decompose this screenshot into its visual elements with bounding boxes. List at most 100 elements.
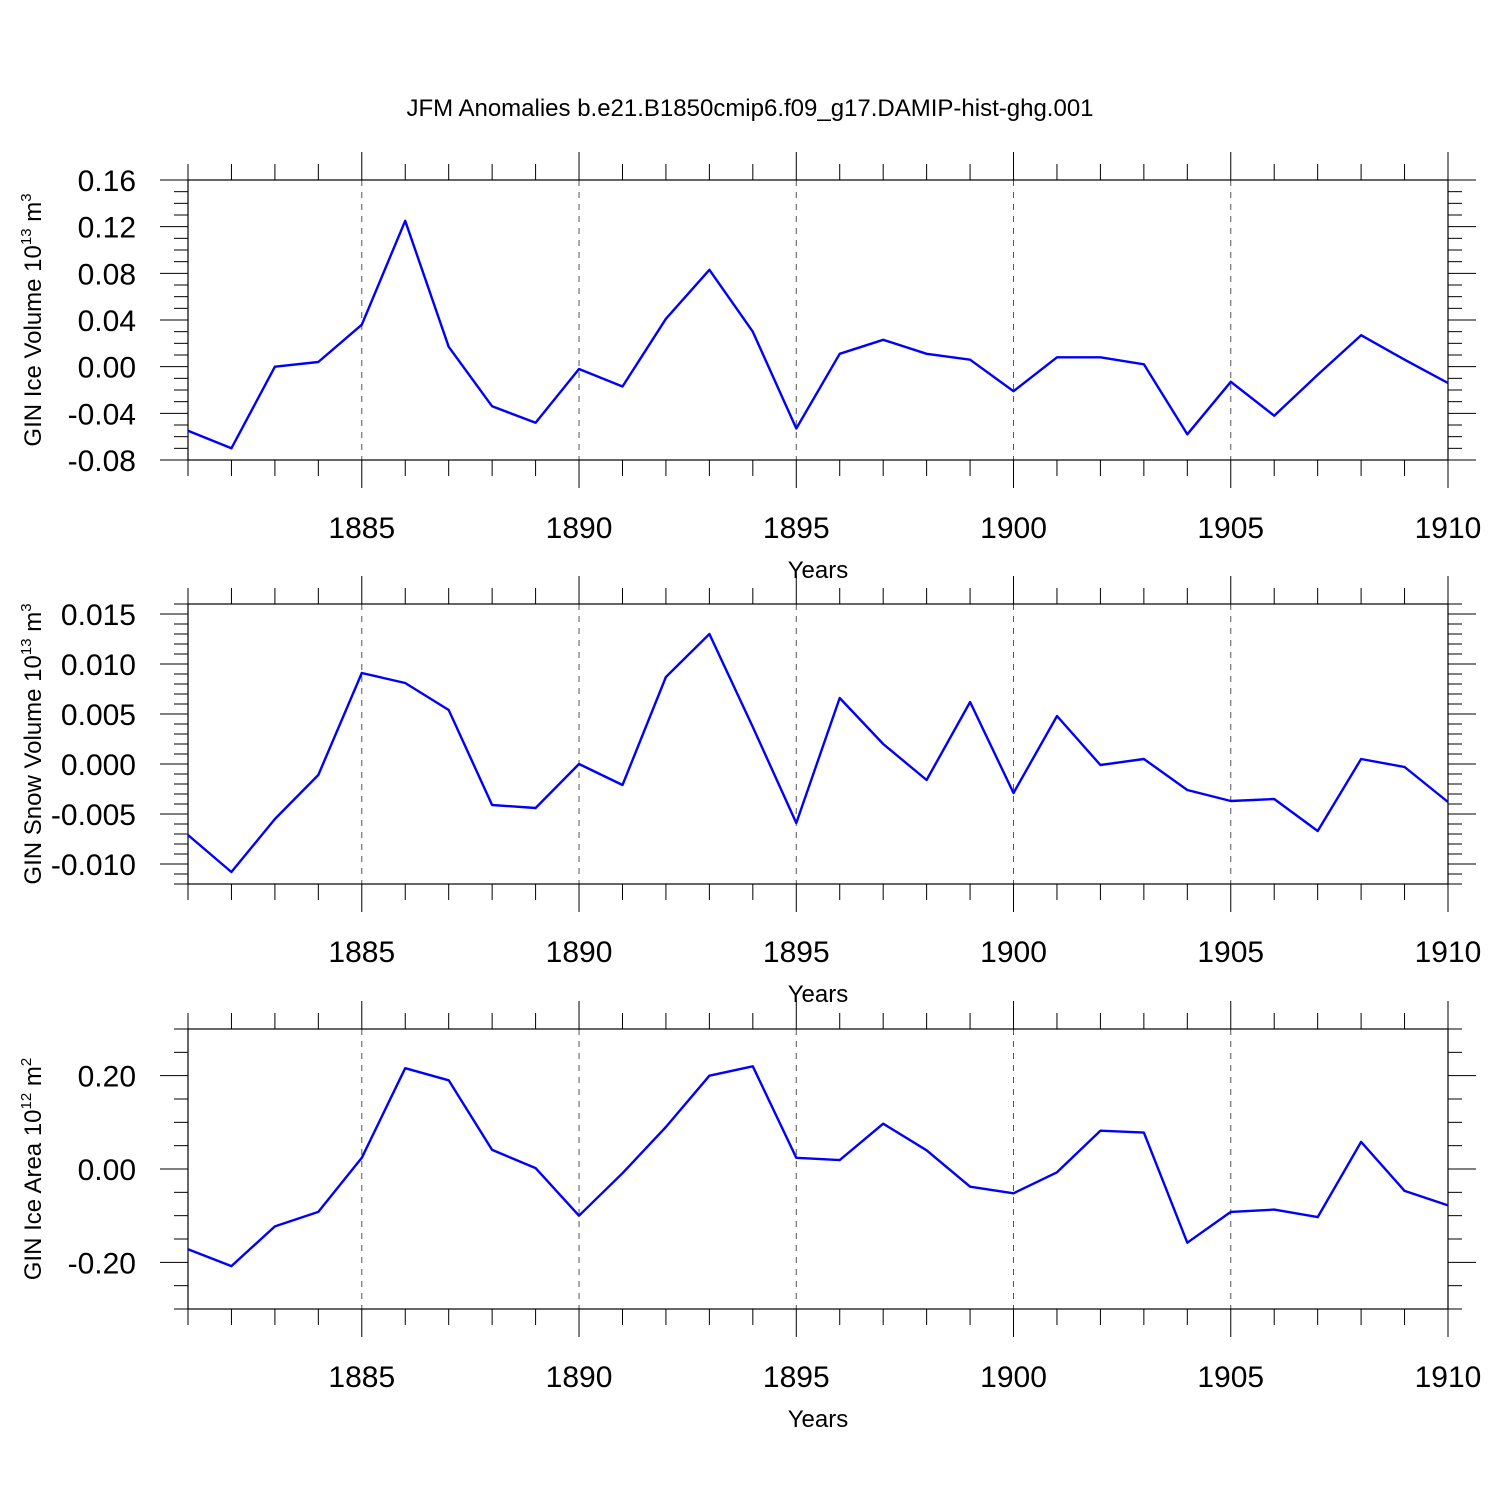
data-point bbox=[360, 1156, 364, 1160]
data-point bbox=[1012, 389, 1016, 393]
data-point bbox=[1055, 1170, 1059, 1174]
data-point bbox=[1316, 829, 1320, 833]
data-point bbox=[1403, 1189, 1407, 1193]
panel-ice-volume: -0.08 -0.04 0.00 0.04 0.08 0.12 0.16 1885 1890 18… bbox=[18, 152, 1481, 584]
data-point bbox=[186, 1247, 190, 1251]
data-point bbox=[1403, 358, 1407, 362]
x-tick-label: 1905 bbox=[1197, 512, 1264, 545]
data-point bbox=[1142, 1131, 1146, 1135]
data-point bbox=[1055, 355, 1059, 359]
y-tick-label: 0.005 bbox=[61, 699, 136, 732]
data-point bbox=[490, 404, 494, 408]
x-tick-label: 1910 bbox=[1415, 1361, 1482, 1394]
y-tick-label: -0.20 bbox=[68, 1247, 136, 1280]
series-line-ice-area bbox=[187, 1065, 1449, 1268]
plot-frame bbox=[187, 1028, 1449, 1310]
data-point bbox=[707, 268, 711, 272]
data-point bbox=[968, 700, 972, 704]
data-point bbox=[1272, 797, 1276, 801]
data-point bbox=[229, 1264, 233, 1268]
data-point bbox=[751, 330, 755, 334]
data-point bbox=[1142, 757, 1146, 761]
data-point bbox=[1272, 414, 1276, 418]
data-point bbox=[925, 352, 929, 356]
panel-ice-area: -0.20 0.00 0.20 1885 1890 1895 1900 1905 1910 Yea… bbox=[18, 1001, 1481, 1433]
y-tick-label: -0.005 bbox=[51, 799, 136, 832]
panel-snow-volume: -0.010 -0.005 0.000 0.005 0.010 0.015 1885 1890… bbox=[18, 576, 1481, 1008]
x-tick-label: 1885 bbox=[328, 936, 395, 969]
data-point bbox=[1185, 1241, 1189, 1245]
data-point bbox=[490, 1148, 494, 1152]
data-point bbox=[447, 708, 451, 712]
data-point bbox=[1446, 800, 1450, 804]
data-point bbox=[577, 762, 581, 766]
y-tick-label: 0.08 bbox=[78, 258, 136, 291]
data-point bbox=[229, 870, 233, 874]
data-point bbox=[751, 1064, 755, 1068]
data-point bbox=[534, 421, 538, 425]
data-point bbox=[794, 1156, 798, 1160]
data-point bbox=[1012, 791, 1016, 795]
data-point bbox=[620, 783, 624, 787]
y-tick-label: 0.015 bbox=[61, 599, 136, 632]
data-point bbox=[707, 1074, 711, 1078]
data-point bbox=[794, 427, 798, 431]
data-point bbox=[1446, 1203, 1450, 1207]
data-point bbox=[620, 1171, 624, 1175]
data-point bbox=[1098, 763, 1102, 767]
data-point bbox=[664, 317, 668, 321]
data-point bbox=[1012, 1191, 1016, 1195]
x-tick-label: 1895 bbox=[763, 1361, 830, 1394]
data-point bbox=[1359, 1140, 1363, 1144]
data-point bbox=[403, 219, 407, 223]
x-tick-label: 1900 bbox=[980, 936, 1047, 969]
data-point bbox=[968, 358, 972, 362]
data-point bbox=[838, 1158, 842, 1162]
x-tick-label: 1905 bbox=[1197, 1361, 1264, 1394]
data-point bbox=[838, 352, 842, 356]
series-line-ice-volume bbox=[187, 219, 1449, 450]
chart-title: JFM Anomalies b.e21.B1850cmip6.f09_g17.D… bbox=[406, 95, 1093, 122]
x-axis-title: Years bbox=[788, 557, 849, 584]
y-axis-title: GIN Snow Volume 1013 m3 bbox=[18, 603, 47, 884]
data-point bbox=[490, 803, 494, 807]
data-point bbox=[273, 365, 277, 369]
data-point bbox=[1055, 714, 1059, 718]
y-axis-title: GIN Ice Volume 1013 m3 bbox=[18, 193, 47, 446]
y-tick-label: 0.20 bbox=[78, 1061, 136, 1094]
x-tick-label: 1895 bbox=[763, 512, 830, 545]
data-point bbox=[1142, 362, 1146, 366]
data-point bbox=[1316, 373, 1320, 377]
data-point bbox=[664, 1125, 668, 1129]
data-point bbox=[447, 345, 451, 349]
x-axis-title: Years bbox=[788, 1406, 849, 1433]
data-point bbox=[316, 1210, 320, 1214]
x-tick-label: 1890 bbox=[546, 1361, 613, 1394]
data-point bbox=[186, 833, 190, 837]
data-point bbox=[1272, 1208, 1276, 1212]
data-point bbox=[360, 671, 364, 675]
data-point bbox=[360, 323, 364, 327]
data-point bbox=[707, 632, 711, 636]
data-point bbox=[1098, 355, 1102, 359]
data-point bbox=[577, 367, 581, 371]
data-point bbox=[1316, 1215, 1320, 1219]
data-point bbox=[751, 725, 755, 729]
y-tick-label: 0.000 bbox=[61, 749, 136, 782]
x-tick-label: 1885 bbox=[328, 512, 395, 545]
y-tick-label: 0.00 bbox=[78, 352, 136, 385]
x-tick-label: 1900 bbox=[980, 512, 1047, 545]
y-tick-label: 0.010 bbox=[61, 649, 136, 682]
data-point bbox=[1098, 1129, 1102, 1133]
x-tick-label: 1890 bbox=[546, 936, 613, 969]
x-tick-label: 1895 bbox=[763, 936, 830, 969]
series-line-snow-volume bbox=[187, 632, 1449, 874]
data-point bbox=[620, 385, 624, 389]
y-axis-title: GIN Ice Area 1012 m2 bbox=[18, 1058, 47, 1280]
data-point bbox=[447, 1078, 451, 1082]
data-point bbox=[794, 821, 798, 825]
data-point bbox=[925, 778, 929, 782]
x-tick-label: 1900 bbox=[980, 1361, 1047, 1394]
x-tick-label: 1910 bbox=[1415, 936, 1482, 969]
